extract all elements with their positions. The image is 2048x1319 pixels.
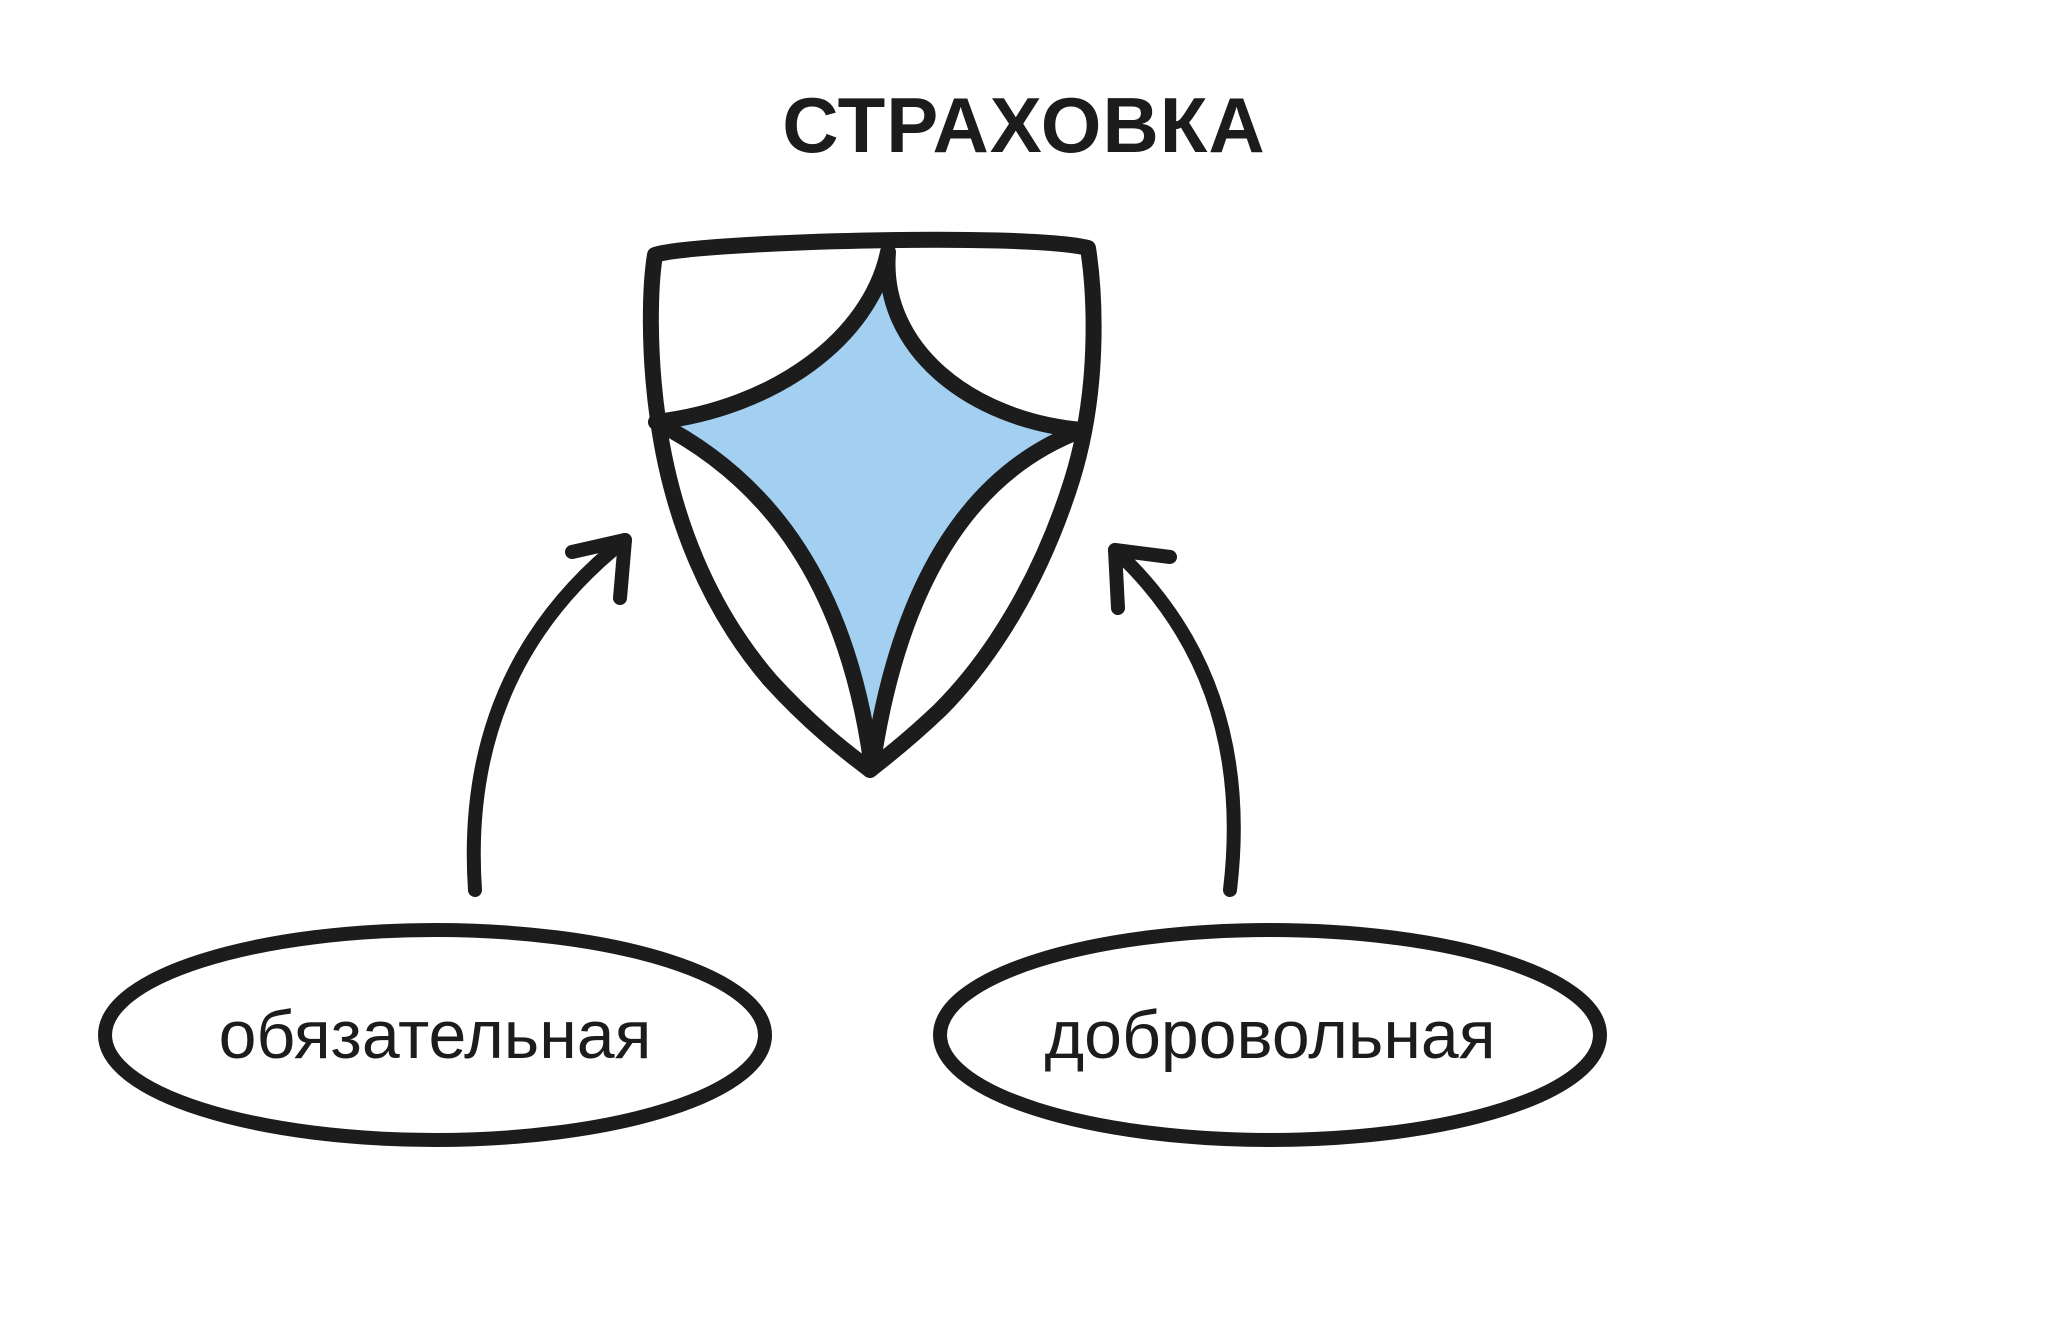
bubble-right-label: добровольная <box>1044 996 1495 1074</box>
diagram-svg <box>0 0 2048 1319</box>
diagram-canvas: СТРАХОВКА обязательная добровольная <box>0 0 2048 1319</box>
arrow-right <box>1115 550 1234 890</box>
bubble-left-label: обязательная <box>219 996 652 1074</box>
arrow-left <box>474 540 625 890</box>
